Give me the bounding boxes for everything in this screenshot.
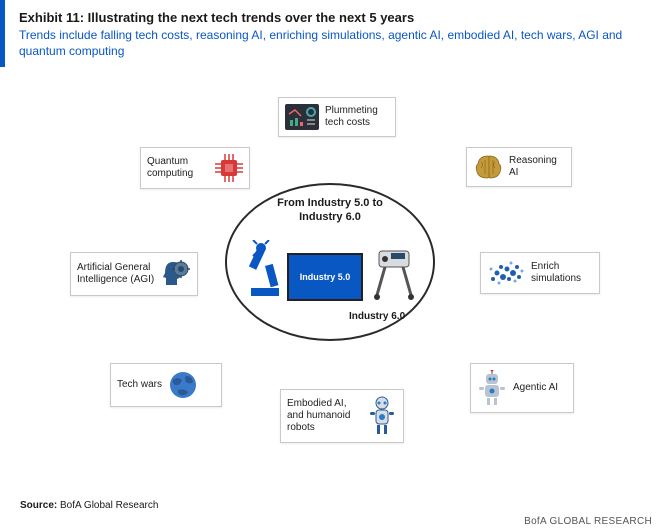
industry5-label: Industry 5.0 bbox=[300, 272, 351, 282]
source-line: Source: BofA Global Research bbox=[20, 500, 158, 511]
card-reasoning-ai: Reasoning AI bbox=[466, 147, 572, 187]
card-label: Artificial General Intelligence (AGI) bbox=[77, 262, 155, 286]
dashboard-icon bbox=[285, 104, 319, 130]
card-tech-wars: Tech wars bbox=[110, 363, 222, 407]
exhibit-subtitle: Trends include falling tech costs, reaso… bbox=[19, 27, 648, 59]
center-title-line2: Industry 6.0 bbox=[299, 211, 361, 223]
card-label: Embodied AI, and humanoid robots bbox=[287, 398, 361, 434]
card-label: Agentic AI bbox=[513, 382, 558, 394]
chip-icon bbox=[215, 154, 243, 182]
robot-icon bbox=[477, 370, 507, 406]
card-plummeting-tech-costs: Plummeting tech costs bbox=[278, 97, 396, 137]
card-label: Enrich simulations bbox=[531, 261, 593, 285]
industry6-label: Industry 6.0 bbox=[349, 311, 405, 322]
center-ellipse: From Industry 5.0 to Industry 6.0 Indust… bbox=[225, 183, 435, 341]
card-agentic-ai: Agentic AI bbox=[470, 363, 574, 413]
globe-icon bbox=[168, 370, 198, 400]
walker-robot-icon bbox=[371, 247, 419, 303]
industry5-screen: Industry 5.0 bbox=[287, 253, 363, 301]
diagram-area: From Industry 5.0 to Industry 6.0 Indust… bbox=[0, 67, 662, 467]
card-enrich-simulations: Enrich simulations bbox=[480, 252, 600, 294]
card-label: Reasoning AI bbox=[509, 155, 565, 179]
brain-icon bbox=[473, 154, 503, 180]
card-embodied-ai: Embodied AI, and humanoid robots bbox=[280, 389, 404, 443]
footer-brand: BofA GLOBAL RESEARCH bbox=[524, 516, 652, 527]
center-title: From Industry 5.0 to Industry 6.0 bbox=[227, 197, 433, 223]
card-label: Tech wars bbox=[117, 379, 162, 391]
source-prefix: Source: bbox=[20, 500, 57, 511]
card-quantum-computing: Quantum computing bbox=[140, 147, 250, 189]
card-label: Quantum computing bbox=[147, 156, 209, 180]
humanoid-robot-icon bbox=[367, 396, 397, 436]
center-title-line1: From Industry 5.0 to bbox=[277, 197, 383, 209]
network-dots-icon bbox=[487, 259, 525, 287]
card-agi: Artificial General Intelligence (AGI) bbox=[70, 252, 198, 296]
card-label: Plummeting tech costs bbox=[325, 105, 389, 129]
exhibit-title: Exhibit 11: Illustrating the next tech t… bbox=[19, 10, 648, 25]
source-text: BofA Global Research bbox=[60, 500, 158, 511]
header: Exhibit 11: Illustrating the next tech t… bbox=[0, 0, 662, 67]
head-gear-icon bbox=[161, 259, 191, 289]
